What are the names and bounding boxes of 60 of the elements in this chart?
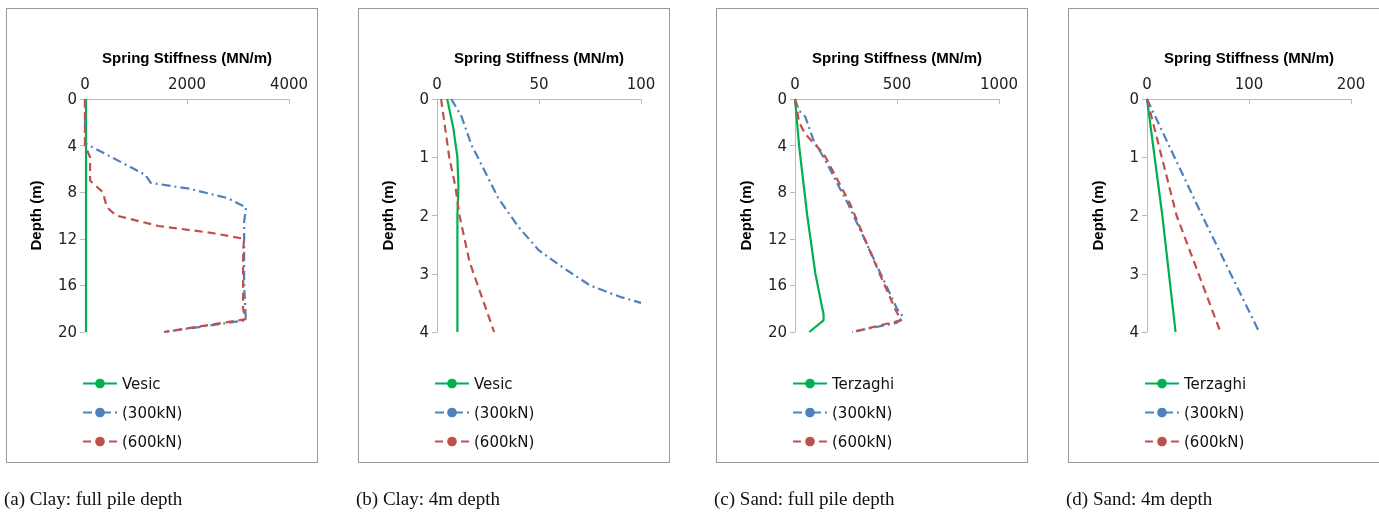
y-tick-label: 20 — [57, 323, 77, 341]
x-tick-label: 0 — [790, 74, 800, 93]
x-axis-title: Spring Stiffness (MN/m) — [1163, 49, 1335, 66]
x-tick-label: 4000 — [269, 74, 309, 93]
x-tick-label: 200 — [1336, 74, 1366, 93]
legend-label: (600kN) — [122, 432, 183, 451]
x-tick-label: 0 — [1142, 74, 1152, 93]
y-tick-label: 8 — [67, 183, 77, 202]
y-axis-title: Depth (m) — [379, 180, 396, 251]
x-tick-label: 50 — [529, 74, 549, 93]
y-tick-label: 20 — [767, 323, 787, 341]
line-series — [450, 97, 643, 304]
y-tick-label: 0 — [419, 90, 429, 108]
y-tick-label: 16 — [57, 276, 77, 295]
x-tick-label: 0 — [80, 74, 90, 93]
y-tick-label: 0 — [777, 90, 787, 108]
x-axis-title: Spring Stiffness (MN/m) — [101, 49, 273, 66]
x-tick-label: 0 — [432, 74, 442, 93]
x-tick-label: 100 — [626, 74, 656, 93]
y-tick-label: 1 — [419, 148, 429, 167]
text: (b) Clay: 4m depth — [356, 488, 502, 510]
legend-label: (600kN) — [832, 432, 893, 451]
text: (d) Sand: 4m depth — [1066, 488, 1214, 510]
x-axis-title: Spring Stiffness (MN/m) — [453, 49, 625, 66]
y-tick-label: 2 — [419, 206, 429, 225]
legend-label: (600kN) — [1184, 432, 1245, 451]
y-tick-label: 4 — [67, 136, 77, 155]
y-tick-label: 12 — [767, 229, 787, 248]
y-axis-title: Depth (m) — [1089, 180, 1106, 251]
y-tick-label: 12 — [57, 229, 77, 248]
y-tick-label: 4 — [419, 323, 429, 341]
y-tick-label: 16 — [767, 276, 787, 295]
y-axis-title: Depth (m) — [27, 180, 44, 251]
y-tick-label: 1 — [1129, 148, 1139, 167]
legend-label: (300kN) — [122, 403, 183, 422]
legend-label: (300kN) — [832, 403, 893, 422]
y-tick-label: 0 — [67, 90, 77, 108]
legend-label: (300kN) — [1184, 403, 1245, 422]
legend-label: Vesic — [122, 374, 161, 393]
legend-label: Vesic — [474, 374, 513, 393]
y-tick-label: 0 — [1129, 90, 1139, 108]
x-tick-label: 1000 — [979, 74, 1019, 93]
text: (c) Sand: full pile depth — [714, 488, 896, 510]
y-tick-label: 4 — [1129, 323, 1139, 341]
y-tick-label: 2 — [1129, 206, 1139, 225]
legend-label: Terzaghi — [1183, 374, 1247, 393]
x-tick-label: 2000 — [167, 74, 207, 93]
legend-label: Terzaghi — [831, 374, 895, 393]
x-axis-title: Spring Stiffness (MN/m) — [811, 49, 983, 66]
y-tick-label: 3 — [419, 264, 429, 283]
y-axis-title: Depth (m) — [737, 180, 754, 251]
legend-label: (600kN) — [474, 432, 535, 451]
x-tick-label: 100 — [1234, 74, 1264, 93]
y-tick-label: 3 — [1129, 264, 1139, 283]
y-tick-label: 4 — [777, 136, 787, 155]
legend-label: (300kN) — [474, 403, 535, 422]
x-tick-label: 500 — [882, 74, 912, 93]
line-series — [446, 97, 460, 334]
text: (a) Clay: full pile depth — [4, 488, 184, 510]
y-tick-label: 8 — [777, 183, 787, 202]
